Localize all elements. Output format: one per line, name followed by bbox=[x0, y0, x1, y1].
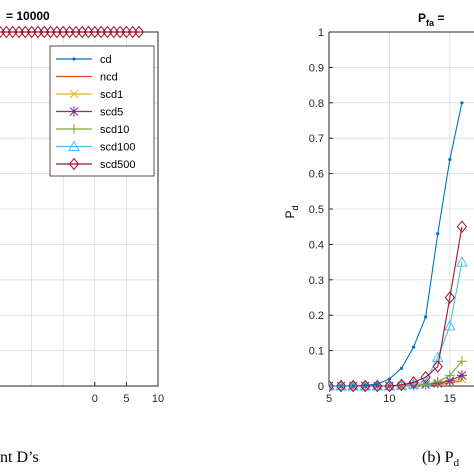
right-ylabel: Pd bbox=[283, 205, 300, 218]
right-title: Pfa = bbox=[418, 11, 444, 28]
legend-marker-scd5 bbox=[69, 106, 79, 117]
legend-marker-cd bbox=[72, 57, 76, 61]
point-scd500 bbox=[432, 360, 443, 373]
right-ytick-label: 0.7 bbox=[309, 133, 324, 145]
right-xtick-label: 10 bbox=[383, 393, 395, 405]
point-scd10 bbox=[444, 370, 455, 381]
right-caption: (b) Pd bbox=[422, 449, 460, 469]
point-cd bbox=[436, 232, 440, 236]
right-ytick-label: 0.8 bbox=[309, 98, 324, 110]
point-scd500 bbox=[360, 379, 371, 392]
point-cd bbox=[399, 366, 404, 370]
point-scd500 bbox=[456, 220, 468, 233]
right-series-group bbox=[329, 101, 468, 392]
right-ytick-label: 0.3 bbox=[309, 275, 324, 287]
right-plot: 00.10.20.30.40.50.60.70.80.915 10 15PdPfa … bbox=[283, 11, 474, 405]
point-cd bbox=[375, 382, 379, 386]
right-ytick-label: 0 bbox=[318, 381, 324, 393]
right-ytick-label: 0.9 bbox=[309, 62, 324, 74]
point-cd bbox=[351, 384, 355, 388]
point-cd bbox=[424, 315, 428, 319]
left-series-top bbox=[0, 25, 145, 39]
point-scd5 bbox=[456, 370, 467, 381]
legend-label-scd500: scd500 bbox=[100, 159, 135, 171]
series-cd bbox=[329, 101, 464, 388]
point-scd100 bbox=[443, 319, 456, 331]
left-xtick-label: 5 bbox=[123, 393, 129, 405]
legend-marker-scd500 bbox=[68, 157, 80, 171]
legend: cd ncd scd1 scd5 scd10 scd100 scd500 bbox=[49, 45, 155, 177]
left-xtick-label: 10 bbox=[152, 393, 164, 405]
point-cd bbox=[339, 384, 343, 388]
legend-marker-scd100 bbox=[68, 140, 80, 151]
right-xtick-label: 5 bbox=[326, 393, 332, 405]
point-scd500 bbox=[396, 378, 407, 392]
left-title: = 10000 bbox=[6, 9, 50, 23]
right-ytick-label: 0.2 bbox=[309, 310, 324, 322]
legend-label-scd100: scd100 bbox=[100, 142, 135, 154]
legend-label-ncd: ncd bbox=[100, 72, 118, 84]
legend-label-cd: cd bbox=[100, 54, 112, 66]
series-scd1 bbox=[329, 374, 467, 391]
point-cd bbox=[460, 101, 464, 105]
point-cd bbox=[387, 377, 392, 381]
left-xtick-label: 0 bbox=[92, 393, 98, 405]
point-cd bbox=[329, 384, 331, 388]
series-scd500 bbox=[329, 220, 468, 392]
point-scd500 bbox=[348, 379, 359, 392]
legend-label-scd5: scd5 bbox=[100, 107, 123, 119]
legend-marker-scd1 bbox=[69, 89, 79, 99]
point-scd10 bbox=[432, 376, 443, 387]
right-ytick-label: 1 bbox=[318, 27, 324, 39]
legend-label-scd10: scd10 bbox=[100, 124, 129, 136]
point-scd500 bbox=[384, 379, 395, 392]
right-xtick-label: 15 bbox=[444, 393, 456, 405]
point-scd500 bbox=[408, 376, 419, 389]
line-cd bbox=[329, 102, 463, 387]
left-plot: 0 5 10 = 10000 cd ncd scd1 scd5 scd10 scd100 scd50… bbox=[0, 9, 164, 405]
point-scd100 bbox=[456, 256, 468, 267]
legend-label-scd1: scd1 bbox=[100, 89, 123, 101]
legend-marker-scd10 bbox=[69, 124, 79, 134]
right-ytick-label: 0.1 bbox=[309, 346, 324, 358]
point-scd5 bbox=[444, 375, 455, 386]
point-scd100 bbox=[419, 375, 432, 387]
point-cd bbox=[411, 345, 416, 349]
right-ytick-label: 0.5 bbox=[309, 204, 324, 216]
point-scd10 bbox=[456, 356, 467, 367]
left-caption: nt D’s bbox=[0, 449, 39, 466]
left-top-marker bbox=[133, 25, 145, 39]
point-scd500 bbox=[329, 379, 335, 392]
right-ytick-label: 0.6 bbox=[309, 169, 324, 181]
point-cd bbox=[363, 383, 367, 387]
point-cd bbox=[448, 157, 452, 162]
point-scd500 bbox=[420, 370, 431, 384]
point-scd500 bbox=[444, 291, 455, 304]
right-ytick-label: 0.4 bbox=[309, 239, 324, 251]
point-scd500 bbox=[335, 379, 347, 392]
